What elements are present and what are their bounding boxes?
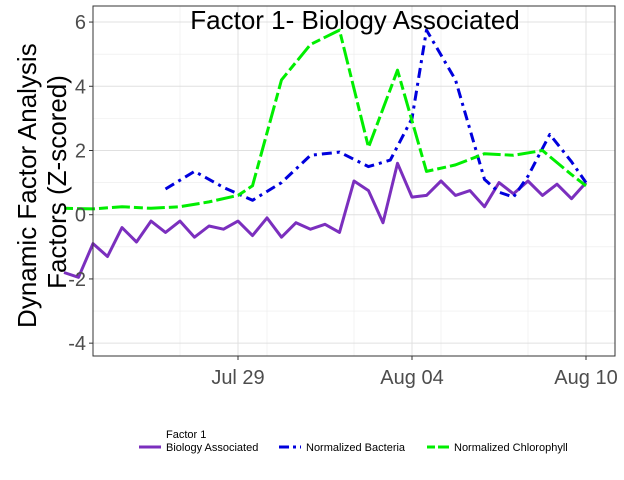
y-axis-title-line-1: Dynamic Factor Analysis [12,43,42,328]
y-tick-label: 6 [75,12,86,34]
y-tick-label: 2 [75,140,86,162]
legend-label-bacteria: Normalized Bacteria [306,442,406,454]
legend: Factor 1 Biology Associated Normalized B… [139,429,568,454]
x-axis: Jul 29 Aug 04 Aug 10 [211,356,618,389]
x-tick-label: Aug 04 [380,367,443,389]
chart-title: Factor 1- Biology Associated [190,5,520,35]
y-tick-label: -2 [68,269,86,291]
y-tick-label: -4 [68,333,86,355]
legend-label-chlorophyll: Normalized Chlorophyll [454,442,568,454]
legend-title: Factor 1 [166,429,206,441]
plot-border [92,5,616,357]
y-axis: -4 -2 0 2 4 6 [68,12,93,355]
x-tick-label: Aug 10 [554,367,617,389]
legend-label-biology: Biology Associated [166,442,258,454]
y-tick-label: 0 [75,205,86,227]
y-axis-title: Dynamic Factor Analysis Factors (Z-score… [12,36,72,328]
y-axis-title-line-2: Factors (Z-scored) [42,75,72,289]
x-tick-label: Jul 29 [211,367,264,389]
series-layer [63,28,588,279]
y-tick-label: 4 [75,76,86,98]
series-line-3 [63,28,587,211]
series-line-1 [63,161,588,279]
